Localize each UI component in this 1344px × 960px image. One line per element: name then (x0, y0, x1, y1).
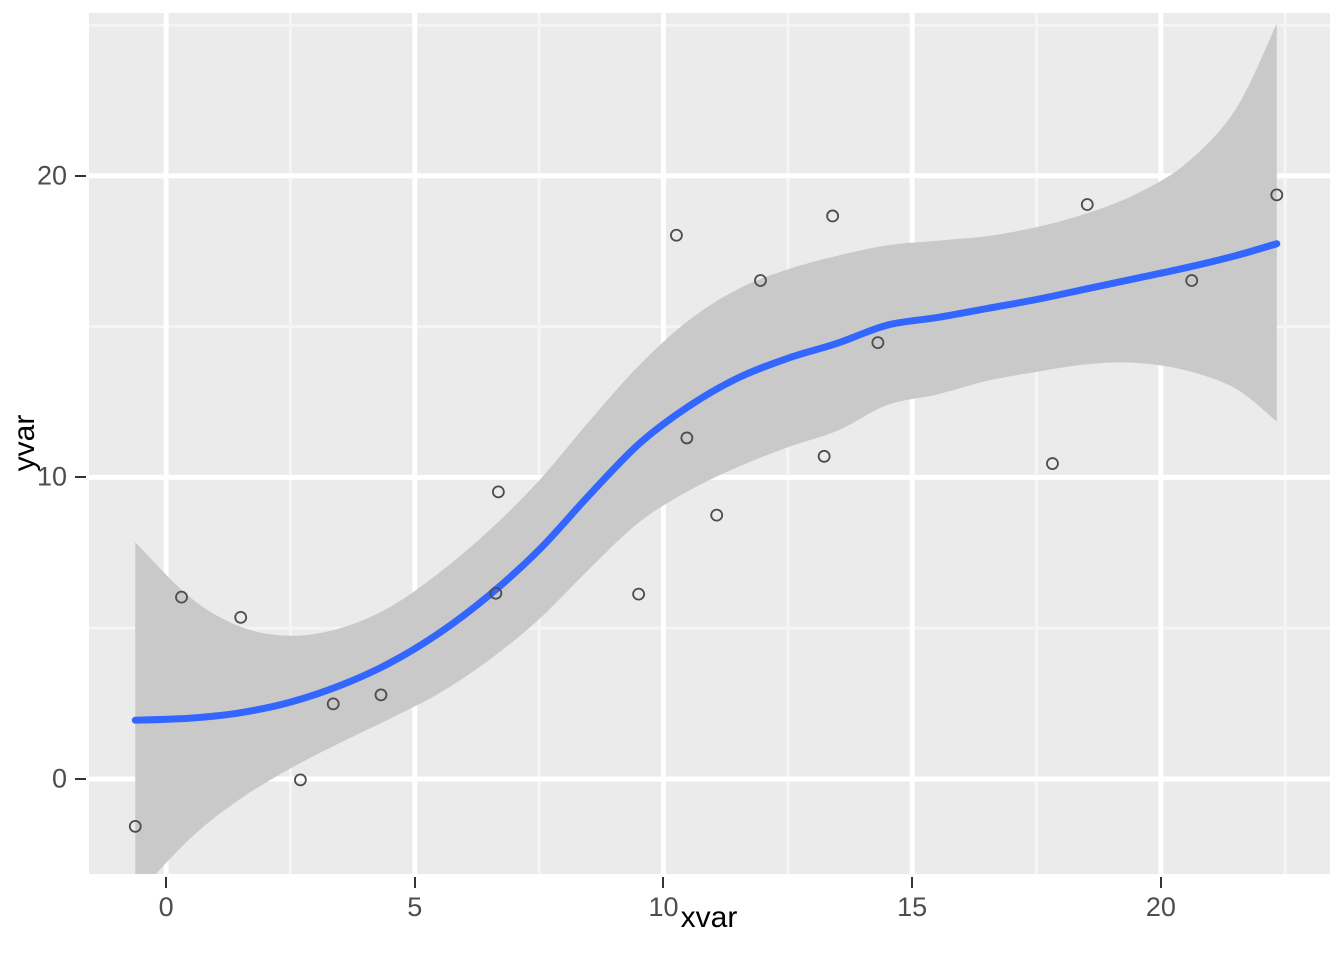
y-tick-mark (75, 778, 86, 780)
scatter-point (1270, 188, 1284, 202)
x-tick-label: 5 (407, 892, 423, 922)
scatter-point (1080, 198, 1094, 211)
x-tick-mark (165, 877, 168, 888)
x-tick-mark (911, 877, 914, 888)
x-tick-mark (1159, 877, 1162, 888)
scatter-point (489, 586, 503, 600)
y-tick-label: 0 (51, 763, 67, 794)
scatter-points (128, 188, 1284, 833)
scatter-point (632, 587, 646, 601)
data-layer (128, 23, 1284, 874)
plot-panel (89, 13, 1330, 874)
x-tick-mark (413, 877, 416, 888)
scatter-point (1185, 274, 1199, 287)
x-axis-title: xvar (680, 901, 738, 934)
scatter-point (680, 431, 694, 445)
scatter-point (293, 773, 307, 787)
scatter-point (817, 449, 831, 463)
x-tick-mark (662, 877, 665, 888)
scatter-point (374, 688, 388, 702)
scatter-point (754, 274, 767, 287)
confidence-band (135, 23, 1277, 874)
y-tick-label: 10 (36, 461, 67, 492)
x-tick-label: 0 (158, 892, 174, 922)
y-tick-label: 20 (36, 160, 67, 191)
y-tick-mark (75, 476, 86, 479)
scatter-point (175, 590, 188, 604)
loess-smooth-line (131, 240, 1281, 724)
x-tick-label: 15 (897, 892, 928, 922)
scatter-point (491, 485, 505, 499)
y-axis-title: yvar (8, 414, 41, 472)
y-tick-mark (75, 174, 86, 177)
scatter-point (234, 610, 248, 624)
x-tick-label: 10 (648, 892, 679, 922)
scatter-point (826, 209, 840, 223)
scatter-point (670, 228, 683, 242)
scatter-point (1046, 457, 1059, 470)
scatter-point (128, 819, 142, 833)
scatter-point (326, 697, 340, 711)
scatter-point (871, 336, 885, 350)
scatter-point (710, 508, 724, 522)
x-tick-label: 20 (1145, 892, 1176, 922)
